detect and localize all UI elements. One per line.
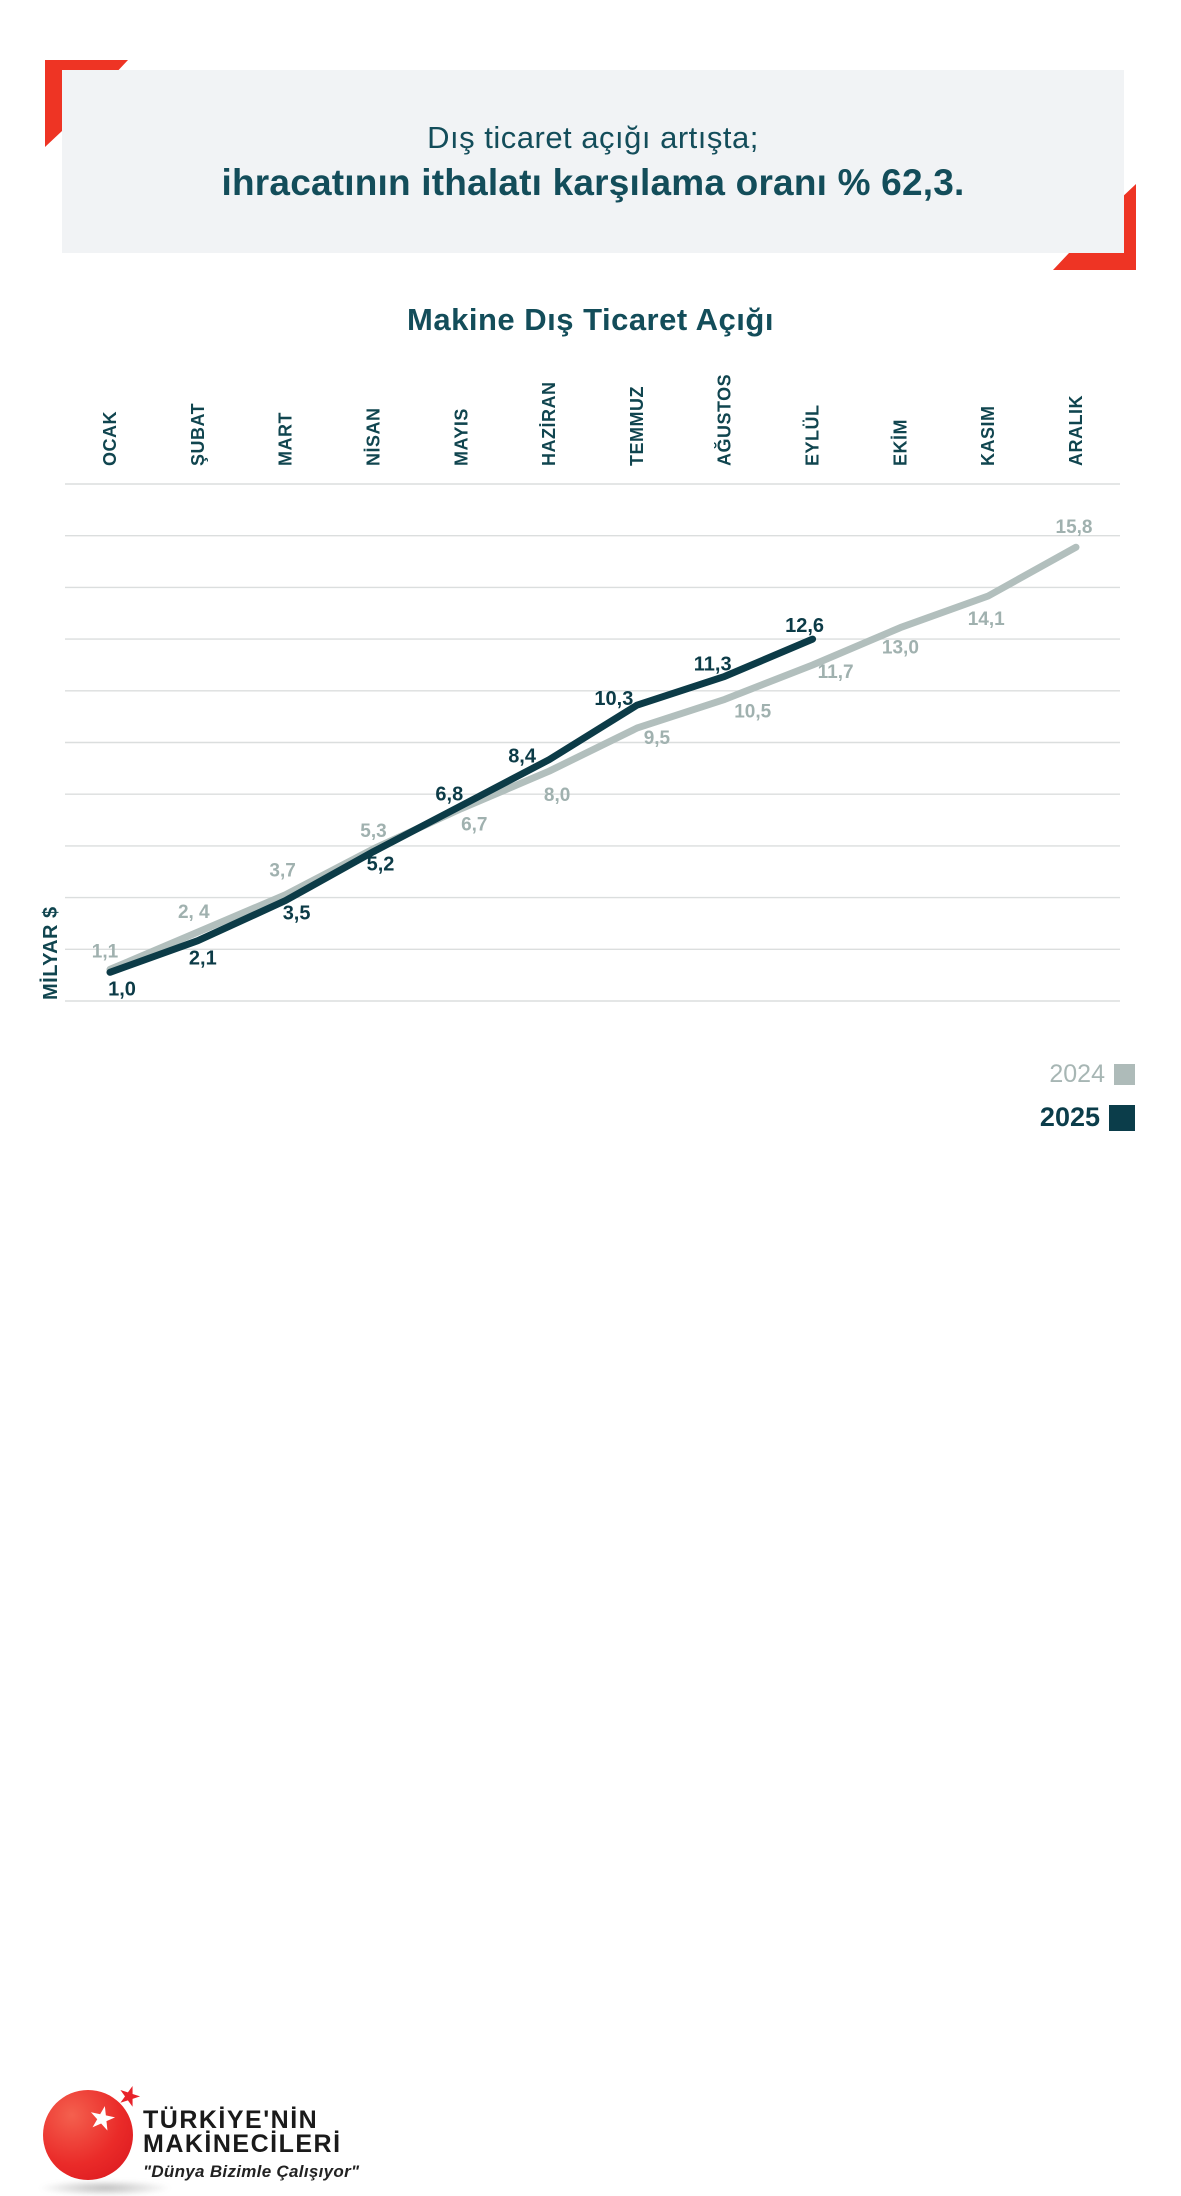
data-label-2024: 13,0	[882, 638, 919, 659]
month-label-12: ARALIK	[1066, 395, 1086, 466]
month-label-1: OCAK	[100, 411, 120, 466]
data-label-2024: 3,7	[269, 861, 295, 882]
data-label-2024: 9,5	[644, 728, 671, 749]
logo-shadow	[38, 2180, 172, 2196]
month-label-3: MART	[276, 412, 296, 466]
month-label-9: EYLÜL	[803, 404, 823, 466]
legend-item-2024: 2024	[1049, 1062, 1135, 1087]
legend: 2024 2025	[1040, 1062, 1135, 1131]
logo-name-line2: MAKİNECİLERİ	[143, 2130, 342, 2158]
data-label-2025: 6,8	[435, 784, 463, 806]
month-label-8: AĞUSTOS	[714, 374, 735, 466]
data-label-2024: 2, 4	[178, 902, 210, 923]
header-line1: Dış ticaret açığı artışta;	[427, 119, 759, 155]
data-label-2025: 10,3	[594, 688, 633, 710]
data-label-2025: 11,3	[694, 653, 732, 675]
data-label-2024: 11,7	[818, 662, 854, 683]
data-label-2025: 1,0	[108, 978, 136, 1000]
trade-deficit-line-chart: OCAK ŞUBAT MART NİSAN MAYIS HAZİRAN TEMMUZ AĞUS…	[39, 374, 1120, 1002]
infographic-page: { "header": { "line1": "Dış ticaret açığ…	[0, 60, 1136, 2196]
data-label-2025: 8,4	[508, 746, 537, 768]
chart-title: Makine Dış Ticaret Açığı	[407, 302, 774, 337]
data-label-2024: 8,0	[544, 785, 570, 806]
legend-item-2025: 2025	[1040, 1104, 1135, 1131]
data-label-2024: 14,1	[968, 609, 1005, 630]
data-label-2025: 5,2	[367, 854, 395, 876]
series-2024-line	[106, 543, 1080, 973]
data-label-2024: 1,1	[92, 941, 119, 962]
month-label-10: EKİM	[890, 419, 910, 466]
month-label-5: MAYIS	[451, 408, 471, 466]
month-label-11: KASIM	[978, 406, 998, 466]
legend-swatch-2025	[1109, 1104, 1135, 1131]
data-label-2025: 12,6	[785, 615, 824, 637]
data-label-2025: 3,5	[283, 903, 311, 925]
legend-label-2025: 2025	[1039, 1102, 1100, 1132]
month-label-2: ŞUBAT	[188, 403, 208, 466]
logo-name-line1: TÜRKİYE'NİN	[143, 2106, 319, 2134]
legend-label-2024: 2024	[1049, 1060, 1105, 1088]
logo: ★ ★ TÜRKİYE'NİN MAKİNECİLERİ "Dünya Bizi…	[0, 1040, 480, 2196]
month-label-7: TEMMUZ	[627, 386, 647, 466]
header-line2: ihracatının ithalatı karşılama oranı % 6…	[221, 161, 965, 203]
month-label-6: HAZİRAN	[539, 382, 559, 467]
header-banner: Dış ticaret açığı artışta; ihracatının i…	[62, 70, 1124, 253]
data-label-2024: 6,7	[461, 815, 487, 836]
data-label-2024: 10,5	[734, 701, 771, 722]
legend-swatch-2024	[1114, 1064, 1135, 1085]
series-2025-line	[106, 635, 817, 976]
logo-text: TÜRKİYE'NİN MAKİNECİLERİ "Dünya Bizimle …	[143, 2108, 359, 2182]
y-axis-label: MİLYAR $	[39, 906, 62, 1000]
data-label-2024: 15,8	[1056, 517, 1093, 538]
data-label-2025: 2,1	[189, 948, 217, 970]
month-label-4: NİSAN	[363, 407, 383, 466]
data-label-2024: 5,3	[360, 821, 386, 842]
logo-slogan: "Dünya Bizimle Çalışıyor"	[143, 2162, 360, 2181]
